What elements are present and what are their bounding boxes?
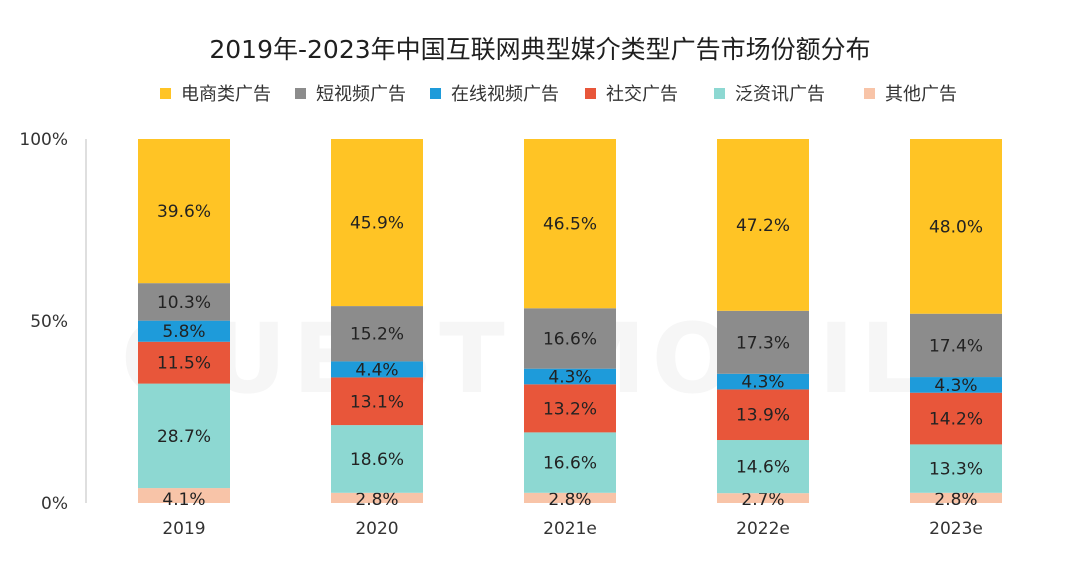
y-tick-label: 50% <box>30 312 68 332</box>
bar-segment <box>331 139 423 307</box>
bar-segment <box>524 368 616 385</box>
data-label: 4.3% <box>548 368 591 388</box>
bar-segment <box>524 308 616 369</box>
legend-swatch <box>430 88 441 99</box>
bar-segment <box>331 361 423 378</box>
bar-segment <box>524 492 616 503</box>
legend: 电商类广告 短视频广告 在线视频广告 社交广告 泛资讯广告 其他广告 <box>160 84 957 105</box>
y-tick-label: 0% <box>41 494 68 514</box>
data-label: 16.6% <box>543 454 597 474</box>
data-label: 13.2% <box>543 399 597 419</box>
bar-segment <box>717 310 809 374</box>
bars: 4.1% 28.7% 11.5% 5.8% 10.3% 39.6% 2.8% 18.6% 13.… <box>138 139 1002 510</box>
bar-segment <box>717 493 809 503</box>
bar-segment <box>138 488 230 503</box>
data-label: 18.6% <box>350 450 404 470</box>
bar-segment <box>717 139 809 311</box>
bar-segment <box>331 425 423 493</box>
y-tick-label: 100% <box>19 130 68 150</box>
data-label: 47.2% <box>736 216 790 236</box>
data-label: 10.3% <box>157 293 211 313</box>
legend-label: 社交广告 <box>606 84 678 105</box>
legend-swatch <box>585 88 596 99</box>
data-label: 2.8% <box>355 490 398 510</box>
bar-segment <box>138 283 230 321</box>
bar-segment <box>910 492 1002 503</box>
legend-swatch <box>714 88 725 99</box>
data-label: 16.6% <box>543 329 597 349</box>
data-label: 14.2% <box>929 410 983 430</box>
data-label: 46.5% <box>543 215 597 235</box>
bar-segment <box>524 384 616 433</box>
data-label: 4.1% <box>162 490 205 510</box>
bar-segment <box>910 392 1002 445</box>
data-label: 4.4% <box>355 360 398 380</box>
legend-swatch <box>160 88 171 99</box>
x-tick-label: 2019 <box>162 519 205 539</box>
data-label: 39.6% <box>157 202 211 222</box>
bar-segment <box>138 341 230 384</box>
x-axis-labels: 2019 2020 2021e 2022e 2023e <box>162 519 983 539</box>
bar-segment <box>910 444 1002 493</box>
data-label: 2.7% <box>741 490 784 510</box>
data-label: 48.0% <box>929 217 983 237</box>
data-label: 11.5% <box>157 354 211 374</box>
x-tick-label: 2020 <box>355 519 398 539</box>
legend-swatch <box>864 88 875 99</box>
bar-segment <box>910 139 1002 314</box>
x-tick-label: 2022e <box>736 519 790 539</box>
data-label: 13.3% <box>929 460 983 480</box>
data-label: 15.2% <box>350 325 404 345</box>
x-tick-label: 2023e <box>929 519 983 539</box>
legend-label: 短视频广告 <box>316 84 406 105</box>
data-label: 4.3% <box>934 376 977 396</box>
data-label: 45.9% <box>350 214 404 234</box>
bar-segment <box>717 440 809 494</box>
bar-segment <box>910 313 1002 378</box>
bar-segment <box>138 139 230 284</box>
legend-label: 其他广告 <box>885 84 957 105</box>
bar-segment <box>717 389 809 441</box>
data-label: 14.6% <box>736 458 790 478</box>
data-label: 28.7% <box>157 427 211 447</box>
bar-segment <box>331 492 423 503</box>
data-label: 17.4% <box>929 336 983 356</box>
data-label: 2.8% <box>548 490 591 510</box>
bar-segment <box>331 306 423 362</box>
legend-label: 泛资讯广告 <box>735 84 825 105</box>
x-tick-label: 2021e <box>543 519 597 539</box>
data-label: 13.1% <box>350 392 404 412</box>
bar-segment <box>138 320 230 342</box>
bar-segment <box>717 373 809 390</box>
bar-segment <box>524 432 616 493</box>
legend-label: 电商类广告 <box>181 84 271 105</box>
data-label: 17.3% <box>736 333 790 353</box>
data-label: 13.9% <box>736 406 790 426</box>
data-label: 4.3% <box>741 373 784 393</box>
data-label: 5.8% <box>162 322 205 342</box>
y-axis: 0% 50% 100% <box>19 130 87 514</box>
data-label: 2.8% <box>934 490 977 510</box>
legend-swatch <box>295 88 306 99</box>
chart-title: 2019年-2023年中国互联网典型媒介类型广告市场份额分布 <box>209 35 870 64</box>
legend-label: 在线视频广告 <box>451 84 559 105</box>
bar-segment <box>910 377 1002 393</box>
bar-segment <box>524 139 616 309</box>
bar-segment <box>331 377 423 426</box>
bar-segment <box>138 383 230 489</box>
